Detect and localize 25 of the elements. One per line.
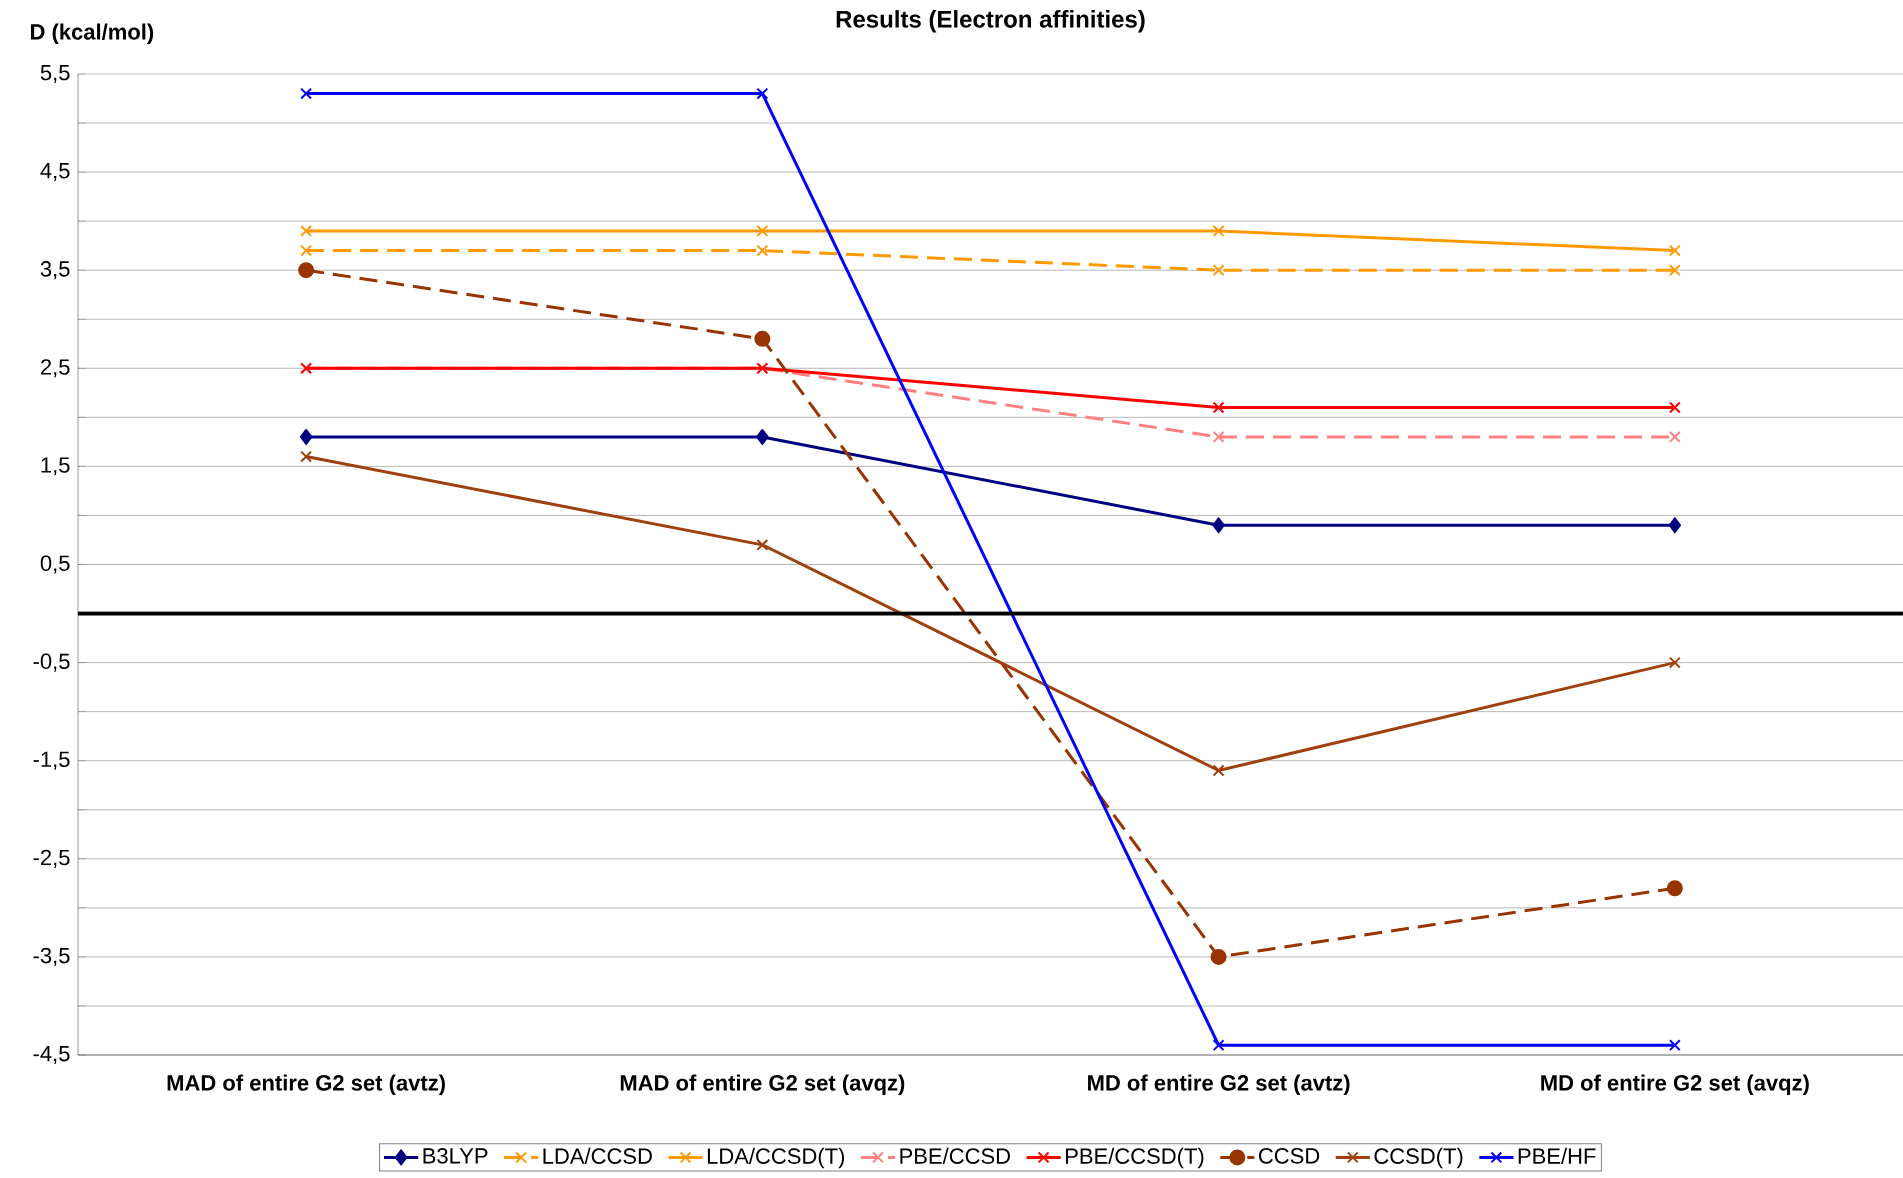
legend-label: CCSD(T) [1374, 1147, 1463, 1169]
y-tick-label: -1,5 [33, 751, 70, 770]
y-tick-label: 5,5 [40, 65, 70, 83]
y-tick-label: 4,5 [40, 163, 70, 182]
y-tick-label: -0,5 [33, 653, 70, 672]
y-tick-label: 0,5 [40, 555, 70, 574]
x-tick-label: MAD of entire G2 set (avtz) [167, 1074, 445, 1096]
chart-title: Results (Electron affinities) [836, 10, 1145, 33]
y-tick-label: -4,5 [33, 1046, 70, 1064]
y-tick-label: -2,5 [33, 849, 70, 868]
x-tick-label: MD of entire G2 set (avtz) [1088, 1074, 1350, 1096]
legend-label: PBE/HF [1518, 1147, 1596, 1164]
legend-label: LDA/CCSD [543, 1147, 652, 1164]
legend-label: LDA/CCSD(T) [707, 1147, 845, 1169]
y-tick-label: 2,5 [41, 359, 70, 378]
x-tick-label: MD of entire G2 set (avqz) [1541, 1074, 1809, 1096]
x-tick-label: MAD of entire G2 set (avqz) [620, 1074, 905, 1096]
y-axis-title: D (kcal/mol) [31, 23, 154, 45]
legend-label: PBE/CCSD [900, 1147, 1010, 1164]
legend-label: CCSD [1259, 1148, 1320, 1164]
legend-label: PBE/CCSD(T) [1065, 1147, 1204, 1169]
legend-label: B3LYP [423, 1148, 488, 1164]
y-tick-label: 3,5 [40, 261, 70, 280]
y-tick-label: -3,5 [33, 947, 70, 966]
y-tick-label: 1,5 [41, 457, 70, 476]
